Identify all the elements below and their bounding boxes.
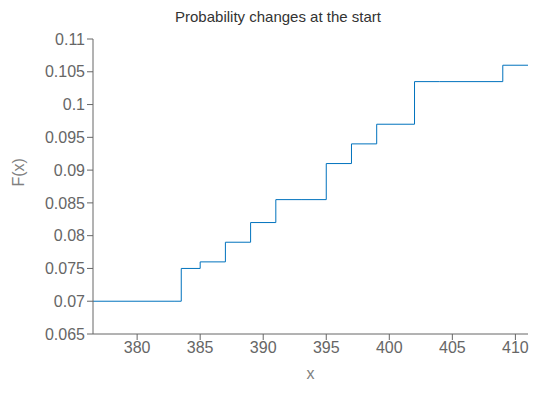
svg-text:x: x	[307, 365, 315, 382]
svg-text:395: 395	[313, 339, 340, 356]
html-text:Probability changes at the sta: Probability changes at the start	[175, 8, 381, 25]
svg-text:0.075: 0.075	[45, 260, 85, 277]
svg-text:410: 410	[502, 339, 529, 356]
svg-text:0.11: 0.11	[55, 31, 85, 48]
svg-text:385: 385	[187, 339, 214, 356]
svg-text:0.08: 0.08	[54, 227, 85, 244]
svg-text:380: 380	[124, 339, 151, 356]
svg-text:F(x): F(x)	[10, 158, 27, 186]
svg-text:0.1: 0.1	[63, 96, 85, 113]
svg-text:405: 405	[439, 339, 466, 356]
svg-text:0.065: 0.065	[45, 326, 85, 343]
svg-text:0.07: 0.07	[54, 293, 85, 310]
svg-text:0.105: 0.105	[45, 63, 85, 80]
svg-text:0.095: 0.095	[45, 129, 85, 146]
svg-text:0.085: 0.085	[45, 195, 85, 212]
svg-text:400: 400	[376, 339, 403, 356]
svg-text:0.09: 0.09	[54, 162, 85, 179]
svg-text:390: 390	[250, 339, 277, 356]
